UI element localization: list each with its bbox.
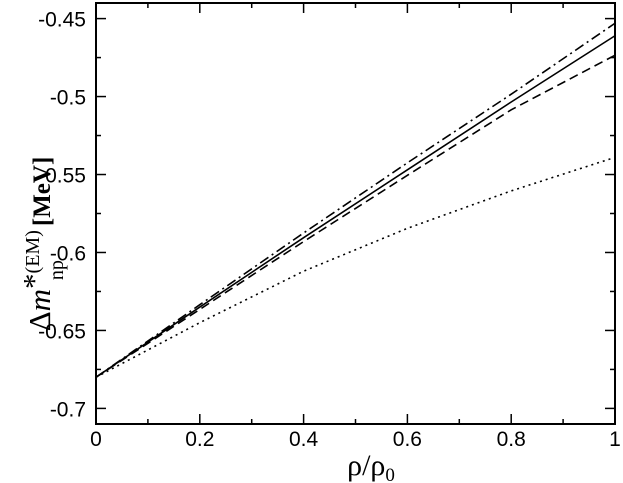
y-tick-label: -0.65 xyxy=(38,320,86,343)
plot-frame xyxy=(95,2,616,425)
x-axis-label: ρ/ρ0 xyxy=(347,449,395,483)
y-tick-label: -0.45 xyxy=(38,9,86,32)
series-line-dotted xyxy=(95,156,616,378)
y-tick-label: -0.7 xyxy=(50,398,86,421)
x-tick-label: 1 xyxy=(609,428,621,451)
x-tick-label: 0.6 xyxy=(393,428,422,451)
x-tick-label: 0.8 xyxy=(497,428,526,451)
series-line-dashed xyxy=(95,54,616,378)
x-tick-label: 0.4 xyxy=(289,428,319,451)
x-tick-label: 0 xyxy=(90,428,102,451)
series-layer xyxy=(95,22,616,378)
y-tick-label: -0.5 xyxy=(50,87,86,110)
y-tick-label: -0.55 xyxy=(38,165,86,188)
x-tick-label: 0.2 xyxy=(185,428,214,451)
tick-layer: 0 0.2 0.4 0.6 0.8 1 -0.45 -0.5 -0.55 -0.6 -0.65 -0.… xyxy=(38,3,621,451)
series-line-solid xyxy=(95,35,616,378)
series-line-dashdot xyxy=(95,22,616,378)
y-tick-label: -0.6 xyxy=(50,242,86,265)
y-axis-label: Δm*(EM) np[MeV] xyxy=(16,157,68,332)
svg-text:Δm*(EM)np[MeV]: Δm*(EM) np[MeV] xyxy=(16,157,68,332)
